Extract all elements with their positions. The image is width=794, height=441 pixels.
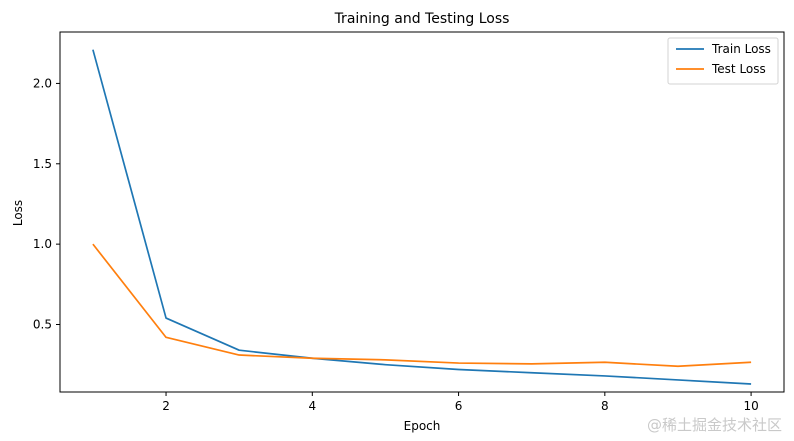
x-axis-label: Epoch <box>404 419 441 433</box>
legend-label-test-loss: Test Loss <box>711 62 766 76</box>
series-line-test-loss <box>92 243 752 368</box>
series-line-train-loss <box>92 49 752 385</box>
x-tick-label: 4 <box>308 399 316 413</box>
x-tick-label: 2 <box>162 399 170 413</box>
chart-title: Training and Testing Loss <box>334 11 510 27</box>
y-axis-ticks: 0.5 1.0 1.5 2.0 <box>33 76 60 332</box>
y-tick-label: 1.5 <box>33 157 52 171</box>
watermark: @稀土掘金技术社区 <box>646 416 782 434</box>
series-lines <box>92 49 752 385</box>
x-tick-label: 6 <box>455 399 463 413</box>
x-tick-label: 8 <box>601 399 609 413</box>
legend: Train Loss Test Loss <box>667 37 779 85</box>
plot-area-frame <box>59 31 785 393</box>
x-axis-ticks: 2 4 6 8 10 <box>162 392 759 413</box>
legend-label-train-loss: Train Loss <box>711 42 771 56</box>
y-tick-label: 1.0 <box>33 237 52 251</box>
y-tick-label: 0.5 <box>33 318 52 332</box>
y-axis-label: Loss <box>11 200 25 226</box>
y-tick-label: 2.0 <box>33 76 52 90</box>
x-tick-label: 10 <box>743 399 758 413</box>
